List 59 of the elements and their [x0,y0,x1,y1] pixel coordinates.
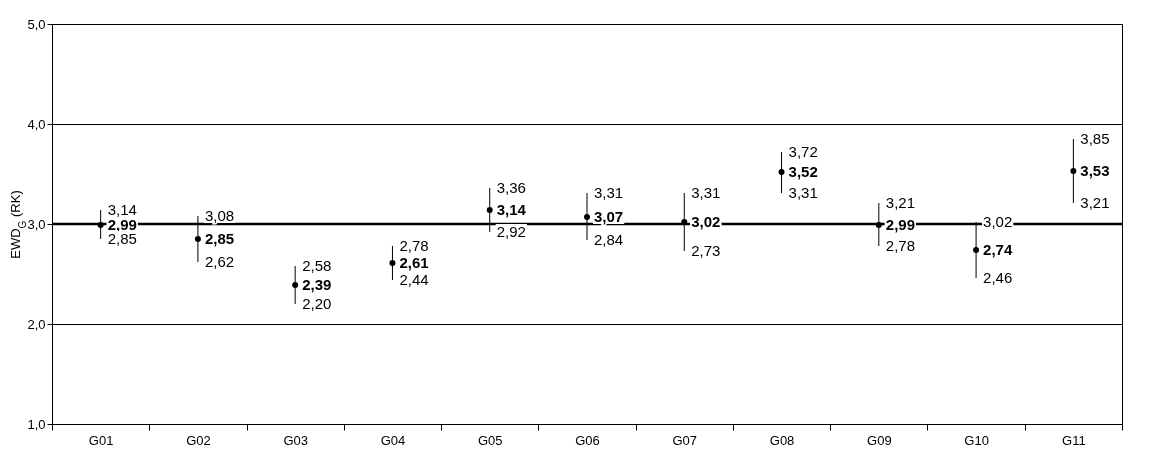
data-label: 3,14 [496,201,527,218]
x-tick-label: G01 [88,432,114,448]
annotation: 3,36 [496,179,526,196]
annotation: 2,62 [204,253,235,270]
y-tick-label: 3,0 [27,216,46,232]
point [486,207,493,213]
y-tick-label: 4,0 [27,116,46,132]
data-label: 2,99 [885,216,916,233]
annotation: 3,31 [691,184,721,201]
x-tick-label: G05 [477,432,503,448]
y-tick-label: 5,0 [27,16,46,32]
annotation: 2,85 [107,230,137,247]
x-tick-label: G10 [964,432,989,448]
annotation: 3,72 [788,143,818,160]
data-label: 3,02 [691,213,721,230]
data-label: 3,52 [788,163,818,180]
x-tick-label: G11 [1062,432,1086,448]
data-label: 2,85 [204,230,235,247]
x-tick-label: G07 [672,432,698,448]
point [389,260,396,266]
y-tick-label: 2,0 [27,316,46,332]
point [973,247,980,253]
point [194,236,201,242]
annotation: 2,92 [496,223,526,240]
annotation: 3,14 [107,201,137,218]
point [1070,168,1077,174]
data-label: 3,53 [1080,162,1110,179]
data-label: 2,74 [983,241,1013,258]
data-label: 2,39 [302,276,332,293]
annotation: 2,44 [399,271,429,288]
point [875,222,882,228]
x-tick-label: G03 [283,432,308,448]
point [292,282,299,288]
annotation: 3,21 [885,194,916,211]
annotation: 2,73 [691,242,721,259]
x-tick-label: G02 [186,432,211,448]
annotation: 3,31 [594,184,624,201]
data-label: 2,99 [107,216,137,233]
annotation: 2,84 [594,231,624,248]
annotation: 3,02 [983,213,1013,230]
annotation: 2,20 [302,295,332,312]
x-tick-label: G06 [575,432,600,448]
annotation: 3,85 [1080,130,1110,147]
annotation: 3,21 [1080,194,1110,211]
point [584,214,590,220]
point [778,169,785,175]
annotation: 2,78 [885,237,916,254]
annotation: 3,31 [788,184,818,201]
x-tick-label: G09 [867,432,892,448]
point [97,222,104,228]
y-tick-label: 1,0 [27,416,46,432]
annotation: 2,78 [399,237,429,254]
annotation: 3,08 [204,207,235,224]
annotation: 2,46 [983,269,1013,286]
x-tick-label: G04 [380,432,406,448]
data-label: 2,61 [399,254,429,271]
annotation: 2,58 [302,257,332,274]
x-tick-label: G08 [769,432,795,448]
data-label: 3,07 [594,208,624,225]
